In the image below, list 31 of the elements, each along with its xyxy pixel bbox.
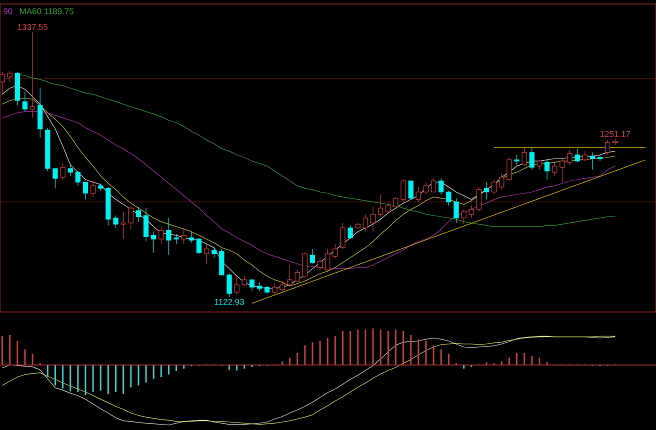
annotation: 1337.55: [18, 24, 48, 30]
candlestick: [52, 168, 58, 189]
text: MA60 1189.75: [20, 8, 74, 14]
candlestick: [317, 258, 323, 270]
candlestick: [188, 231, 194, 244]
candlestick: [544, 160, 550, 180]
annotation: 1122.93: [214, 298, 244, 305]
candlestick: [362, 214, 368, 232]
candlestick: [30, 31, 36, 118]
candlestick: [249, 280, 255, 292]
candlestick: [22, 92, 28, 112]
candlestick: [536, 160, 542, 170]
candlestick: [75, 170, 81, 186]
candlestick: [90, 180, 96, 198]
candlestick: [590, 152, 596, 170]
candlestick: [204, 244, 210, 264]
candlestick: [484, 182, 490, 200]
candlestick: [143, 208, 149, 242]
annotation: 1251.17: [600, 130, 630, 137]
candlestick: [120, 212, 126, 240]
candlestick: [136, 206, 142, 222]
candlestick: [597, 154, 603, 162]
candlestick: [166, 218, 172, 256]
candlestick: [82, 182, 88, 200]
candlestick: [310, 248, 316, 264]
text: 90: [4, 8, 12, 14]
candlestick: [256, 282, 262, 292]
candlestick: [370, 206, 376, 232]
candlestick: [423, 182, 429, 195]
candlestick: [430, 178, 436, 192]
candlestick: [476, 186, 482, 212]
